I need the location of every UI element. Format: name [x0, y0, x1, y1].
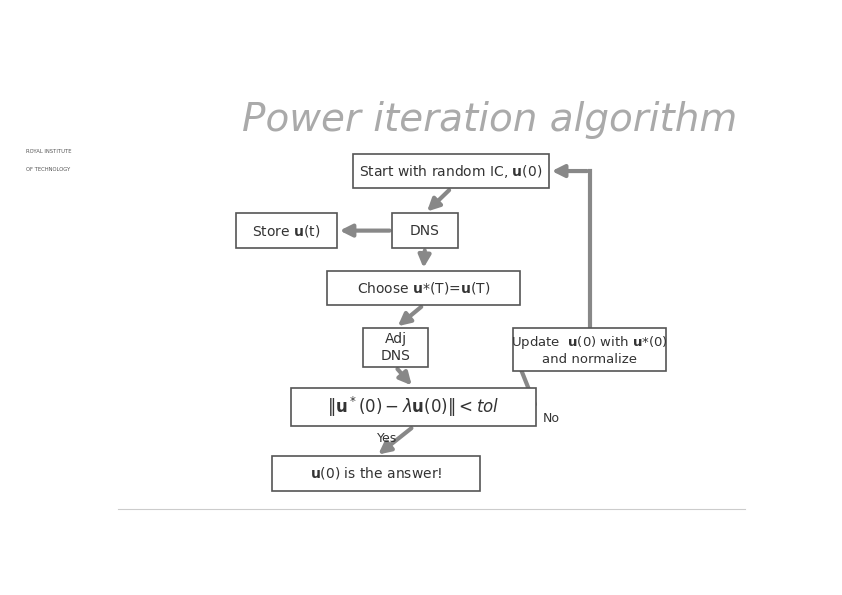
FancyBboxPatch shape: [291, 387, 536, 427]
FancyBboxPatch shape: [328, 271, 520, 305]
FancyBboxPatch shape: [272, 456, 481, 491]
Text: No: No: [542, 412, 559, 425]
Text: Choose $\mathbf{u}$*(T)=$\mathbf{u}$(T): Choose $\mathbf{u}$*(T)=$\mathbf{u}$(T): [357, 280, 490, 296]
Text: Adj
DNS: Adj DNS: [381, 333, 411, 362]
FancyBboxPatch shape: [363, 328, 429, 367]
Text: KTH: KTH: [33, 74, 59, 84]
FancyBboxPatch shape: [354, 154, 549, 188]
Text: Power iteration algorithm: Power iteration algorithm: [242, 101, 738, 139]
FancyBboxPatch shape: [236, 214, 337, 248]
Text: Update  $\mathbf{u}$(0) with $\mathbf{u}$*(0)
and normalize: Update $\mathbf{u}$(0) with $\mathbf{u}$…: [511, 334, 669, 366]
Text: Start with random IC, $\mathbf{u}$(0): Start with random IC, $\mathbf{u}$(0): [360, 162, 543, 180]
Text: Store $\mathbf{u}$(t): Store $\mathbf{u}$(t): [253, 223, 321, 239]
Text: VÄLSIGNARE
OCH KONUNG: VÄLSIGNARE OCH KONUNG: [32, 93, 60, 103]
Text: DNS: DNS: [410, 224, 440, 237]
Text: Yes: Yes: [377, 432, 397, 445]
Text: OF TECHNOLOGY: OF TECHNOLOGY: [26, 167, 71, 172]
FancyBboxPatch shape: [513, 328, 667, 371]
FancyBboxPatch shape: [392, 214, 458, 248]
Text: $\|\mathbf{u}^*(0) - \lambda\mathbf{u}(0)\| < tol$: $\|\mathbf{u}^*(0) - \lambda\mathbf{u}(0…: [328, 395, 500, 419]
Text: ROYAL INSTITUTE: ROYAL INSTITUTE: [25, 149, 72, 154]
Text: $\mathbf{u}$(0) is the answer!: $\mathbf{u}$(0) is the answer!: [310, 465, 442, 481]
